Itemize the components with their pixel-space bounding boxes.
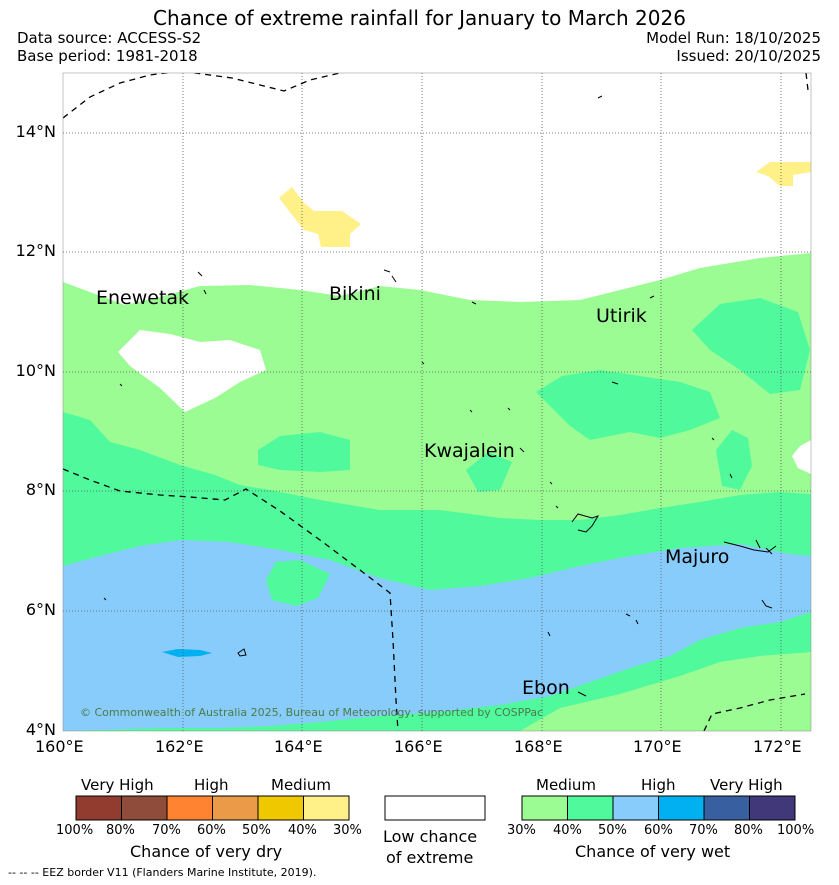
dry-caption: Chance of very dry: [130, 842, 283, 861]
dry-legend-swatch: [166, 795, 213, 821]
wet-pct: 100%: [777, 823, 815, 838]
low-chance-patch: [792, 440, 811, 474]
dry-level-high: High: [194, 776, 229, 794]
eez-border: [63, 73, 809, 731]
lon-tick: 164°E: [274, 737, 323, 756]
wet-pct: 70%: [689, 823, 718, 838]
base-period: Base period: 1981-2018: [17, 47, 198, 65]
wet-caption: Chance of very wet: [575, 842, 731, 861]
model-run: Model Run: 18/10/2025: [646, 29, 821, 47]
place-label-utirik: Utirik: [596, 305, 647, 327]
wet-pct: 30%: [507, 823, 536, 838]
dry-legend-swatch: [212, 795, 259, 821]
high-wet-patch: [266, 560, 330, 606]
low-chance-caption-1: Low chance: [383, 827, 478, 846]
lat-tick: 8°N: [25, 480, 56, 499]
wet-legend-swatch: [703, 795, 750, 821]
map-title: Chance of extreme rainfall for January t…: [153, 6, 686, 30]
low-chance-caption-2: of extreme: [386, 848, 474, 867]
dry-level-very-high: Very High: [81, 776, 154, 794]
lon-tick: 160°E: [35, 737, 84, 756]
map-frame: [62, 72, 812, 732]
high-wet-patch: [692, 298, 810, 394]
lon-tick: 172°E: [753, 737, 802, 756]
high-wet-blue-area: [63, 540, 811, 731]
dry-pct: 50%: [242, 823, 271, 838]
data-source: Data source: ACCESS-S2: [17, 29, 202, 47]
dry-legend-swatch: [303, 795, 350, 821]
lat-tick: 10°N: [15, 361, 56, 380]
wet-legend-bar: [521, 795, 796, 821]
place-label-enewetak: Enewetak: [96, 287, 190, 309]
lat-tick: 12°N: [15, 241, 56, 260]
eez-footnote: -- -- -- EEZ border V11 (Flanders Marine…: [8, 866, 317, 879]
dry-pct: 30%: [333, 823, 362, 838]
wet-pct: 60%: [644, 823, 673, 838]
lon-tick: 170°E: [633, 737, 682, 756]
wet-pct: 50%: [598, 823, 627, 838]
medium-wet-patch: [520, 652, 811, 731]
dry-legend-swatch: [121, 795, 168, 821]
island-outlines: [103, 95, 777, 697]
very-wet-60-patch: [162, 649, 212, 657]
lat-tick: 14°N: [15, 122, 56, 141]
high-wet-patch: [716, 430, 752, 490]
wet-level-very-high: Very High: [710, 776, 783, 794]
dry-pct: 100%: [56, 823, 94, 838]
dry-pct: 70%: [152, 823, 181, 838]
place-label-bikini: Bikini: [329, 283, 381, 305]
wet-pct: 40%: [553, 823, 582, 838]
wet-legend-swatch: [567, 795, 614, 821]
dry-legend-swatch: [75, 795, 122, 821]
high-wet-patch: [536, 370, 720, 440]
dry-pct: 80%: [106, 823, 135, 838]
copyright-notice: © Commonwealth of Australia 2025, Bureau…: [80, 706, 544, 719]
dry-legend-bar: [75, 795, 350, 821]
dry-legend-swatch: [257, 795, 304, 821]
dry-level-medium: Medium: [271, 776, 331, 794]
dry-pct: 40%: [288, 823, 317, 838]
lon-tick: 162°E: [155, 737, 204, 756]
wet-level-high: High: [641, 776, 676, 794]
low-chance-swatch: [384, 795, 486, 821]
wet-legend-swatch: [521, 795, 568, 821]
dry-pct: 60%: [197, 823, 226, 838]
lon-tick: 168°E: [514, 737, 563, 756]
medium-dry-patch: [756, 162, 811, 186]
lat-tick: 4°N: [25, 720, 56, 739]
place-label-kwajalein: Kwajalein: [424, 440, 515, 462]
place-label-majuro: Majuro: [665, 546, 730, 568]
wet-legend-swatch: [658, 795, 705, 821]
lon-tick: 166°E: [394, 737, 443, 756]
medium-dry-patch: [279, 187, 361, 247]
issued-date: Issued: 20/10/2025: [676, 47, 821, 65]
wet-pct: 80%: [734, 823, 763, 838]
wet-legend-swatch: [749, 795, 796, 821]
lat-tick: 6°N: [25, 600, 56, 619]
low-chance-patch: [118, 330, 266, 412]
high-wet-patch: [466, 452, 512, 492]
wet-legend-swatch: [612, 795, 659, 821]
high-wet-patch: [258, 432, 350, 472]
wet-level-medium: Medium: [536, 776, 596, 794]
place-label-ebon: Ebon: [522, 677, 570, 699]
